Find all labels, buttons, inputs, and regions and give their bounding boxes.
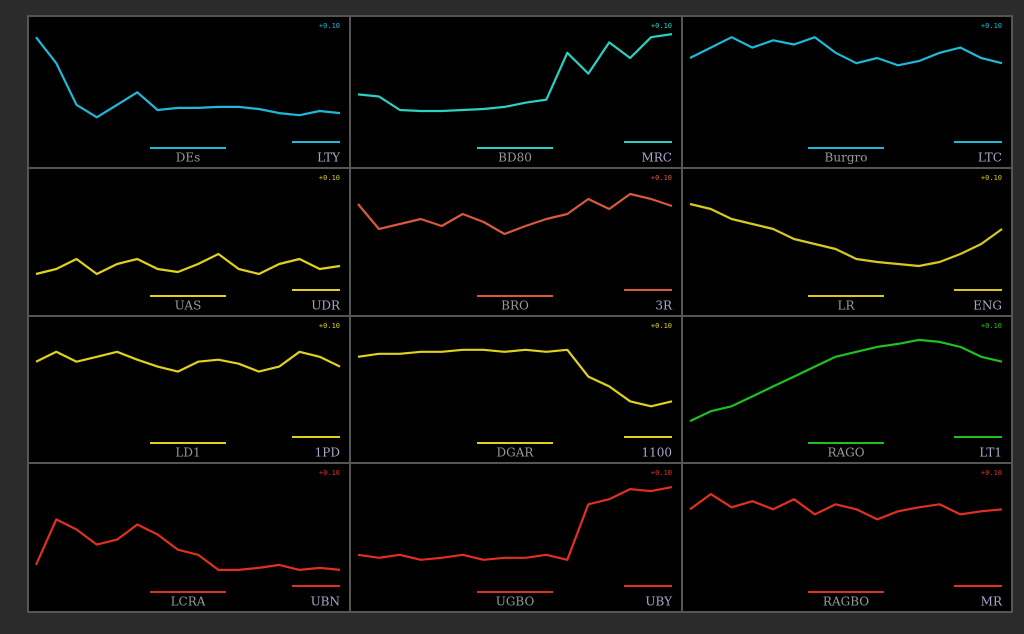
corner-badge: +0.10	[651, 469, 672, 477]
data-line	[357, 192, 673, 236]
note: ENG	[973, 299, 1002, 313]
data-line	[357, 486, 673, 561]
data-line	[35, 36, 341, 119]
caption: RAGO	[827, 446, 864, 460]
caption: RAGBO	[823, 595, 869, 609]
note: UDR	[311, 299, 341, 313]
caption: LD1	[175, 446, 200, 460]
data-line	[357, 348, 673, 408]
frame	[27, 15, 1013, 613]
data-line	[35, 350, 341, 373]
note: UBY	[645, 595, 673, 609]
note: UBN	[311, 595, 340, 609]
caption: UAS	[175, 299, 202, 313]
data-line	[357, 33, 673, 113]
note: 3R	[655, 299, 673, 313]
caption: DEs	[176, 151, 201, 165]
note: LT1	[979, 446, 1002, 460]
data-line	[689, 202, 1003, 268]
data-line	[689, 493, 1003, 521]
caption: LR	[837, 299, 855, 313]
note: LTC	[978, 151, 1002, 165]
note: MRC	[641, 151, 672, 165]
note: 1PD	[315, 446, 340, 460]
corner-badge: +0.10	[981, 469, 1002, 477]
caption: Burgro	[825, 151, 868, 165]
data-line	[35, 252, 341, 276]
caption: UGBO	[496, 595, 535, 609]
corner-badge: +0.10	[651, 174, 672, 182]
corner-badge: +0.10	[981, 174, 1002, 182]
corner-badge: +0.10	[319, 469, 340, 477]
corner-badge: +0.10	[319, 174, 340, 182]
caption: LCRA	[171, 595, 206, 609]
data-line	[689, 36, 1003, 67]
grid-lines	[28, 16, 1012, 612]
data-line	[34, 518, 341, 571]
note: MR	[981, 595, 1003, 609]
corner-badge: +0.10	[981, 322, 1002, 330]
caption: BRO	[501, 299, 529, 313]
corner-badge: +0.10	[651, 322, 672, 330]
note: 1100	[641, 446, 672, 460]
note: LTY	[317, 151, 341, 165]
caption: DGAR	[497, 446, 535, 460]
corner-badge: +0.10	[651, 22, 672, 30]
corner-badge: +0.10	[981, 22, 1002, 30]
caption: BD80	[498, 151, 532, 165]
corner-badge: +0.10	[319, 22, 340, 30]
corner-badge: +0.10	[319, 322, 340, 330]
data-line	[689, 338, 1003, 423]
